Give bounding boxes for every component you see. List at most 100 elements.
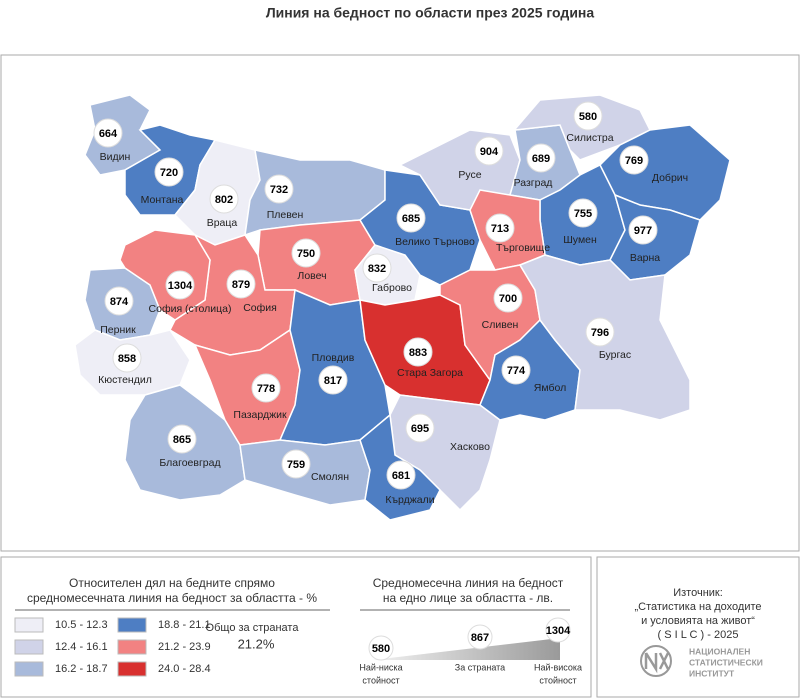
region-name: Пазарджик [233, 409, 287, 421]
region-value: 879 [232, 279, 250, 291]
legend-circle [545, 617, 571, 643]
region-value: 580 [579, 111, 597, 123]
region-value: 713 [491, 223, 509, 235]
region-name: Ямбол [534, 382, 566, 394]
value-circle [167, 424, 197, 454]
national-value: 21.2% [238, 636, 275, 651]
legend-label: 12.4 - 16.1 [55, 641, 108, 653]
region-value: 796 [591, 327, 609, 339]
source-frame [596, 556, 800, 698]
value-circle [281, 449, 311, 479]
legend-title: средномесечната линия на бедност за обла… [27, 591, 317, 605]
region-value: 681 [392, 470, 410, 482]
legend: Относителен дял на бедните спрямосредном… [14, 576, 763, 685]
region-name: Сливен [482, 319, 519, 331]
region-name: Стара Загора [397, 367, 463, 379]
region-value: 755 [574, 208, 592, 220]
value-circle [568, 198, 598, 228]
region-name: Кюстендил [98, 374, 152, 386]
legend-item-label: стойност [539, 675, 576, 685]
value-circle [585, 317, 615, 347]
region-name: Бургас [599, 349, 631, 361]
legend-circle [368, 635, 394, 661]
region-value: 883 [409, 347, 427, 359]
value-circle [264, 174, 294, 204]
value-circle [396, 203, 426, 233]
region-name: Плевен [267, 209, 304, 221]
region [119, 229, 211, 321]
region-value: 720 [160, 167, 178, 179]
value-circle [112, 343, 142, 373]
map: Видин 664 Монтана 720 Враца 802 Плевен 732 Ловеч… [74, 94, 731, 521]
legend-label: 24.0 - 28.4 [158, 663, 211, 675]
value-circle [386, 460, 416, 490]
legend-item-label: Най-ниска [359, 662, 402, 672]
value-circle [526, 143, 556, 173]
region-name: Благоевград [159, 457, 220, 469]
logo-text: СТАТИСТИЧЕСКИ [689, 657, 763, 667]
region-value: 750 [297, 248, 315, 260]
logo-text: НАЦИОНАЛЕН [689, 646, 750, 656]
value-circle [291, 238, 321, 268]
value-circle [573, 101, 603, 131]
region-name: София (столица) [149, 303, 232, 315]
legend-value: 1304 [546, 625, 571, 637]
region-name: Видин [100, 151, 131, 163]
region-value: 858 [118, 353, 136, 365]
legend-circle [467, 624, 493, 650]
legend-frame [0, 556, 592, 698]
region-value: 778 [257, 383, 275, 395]
legend-value: 867 [471, 632, 489, 644]
region-value: 817 [324, 375, 342, 387]
value-circle [405, 413, 435, 443]
region-name: Кърджали [385, 494, 434, 506]
value-circle [209, 184, 239, 214]
value-circle [619, 145, 649, 175]
source-line: Източник: [673, 587, 723, 599]
value-circle [93, 118, 123, 148]
region-name: София [243, 302, 277, 314]
region-value: 977 [634, 225, 652, 237]
logo-icon [640, 645, 672, 677]
value-circle [493, 283, 523, 313]
value-circle [485, 213, 515, 243]
region-value: 865 [173, 434, 191, 446]
region-value: 664 [99, 128, 118, 140]
region-value: 774 [507, 365, 526, 377]
region-value: 832 [368, 263, 386, 275]
region-name: Смолян [311, 471, 349, 483]
legend-label: 18.8 - 21.1 [158, 619, 211, 631]
region-name: Габрово [372, 282, 412, 294]
legend-item-label: Най-висока [534, 662, 582, 672]
region-name: Варна [630, 252, 660, 264]
legend-swatch [117, 639, 147, 655]
legend-label: 16.2 - 18.7 [55, 663, 108, 675]
source-line: „Статистика на доходите [635, 601, 762, 613]
value-circle [403, 337, 433, 367]
legend-swatch [117, 617, 147, 633]
value-circle [318, 365, 348, 395]
legend-title: Относителен дял на бедните спрямо [69, 576, 275, 590]
region-name: Силистра [566, 132, 613, 144]
legend-title: Средномесечна линия на бедност [373, 576, 564, 590]
value-circle [362, 253, 392, 283]
value-circle [165, 270, 195, 300]
legend-item-label: За страната [455, 662, 505, 672]
legend-title: на едно лице за областта - лв. [383, 591, 553, 605]
region-value: 874 [110, 296, 129, 308]
region-name: Разград [514, 177, 553, 189]
region-value: 685 [402, 213, 420, 225]
title: Линия на бедност по области през 2025 го… [266, 5, 595, 21]
legend-swatch [14, 639, 44, 655]
region-value: 689 [532, 153, 550, 165]
value-circle [226, 269, 256, 299]
national-label: Общо за страната [206, 622, 300, 634]
region-name: Хасково [450, 441, 490, 453]
value-circle [251, 373, 281, 403]
legend-swatch [14, 617, 44, 633]
logo-text: ИНСТИТУТ [689, 668, 735, 678]
wedge [372, 638, 560, 660]
source-line: и условията на живот“ [641, 615, 755, 627]
region-value: 700 [499, 293, 517, 305]
